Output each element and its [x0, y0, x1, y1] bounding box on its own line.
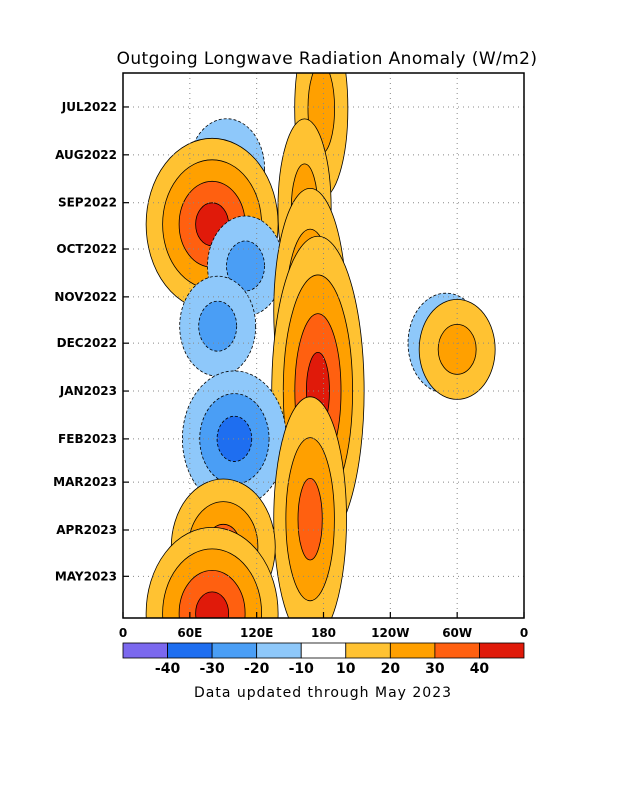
colorbar-swatch [256, 642, 302, 659]
colorbar-swatch [300, 642, 347, 659]
plot-area [123, 73, 524, 618]
y-tick-label: JAN2023 [59, 384, 117, 398]
y-tick-label: DEC2022 [57, 336, 117, 350]
colorbar-swatch [167, 642, 213, 659]
y-tick-label: MAY2023 [55, 569, 117, 583]
x-tick-label: 180 [311, 626, 336, 640]
colorbar-swatch [389, 642, 436, 659]
anomaly-contour [437, 323, 477, 375]
colorbar-label: -10 [289, 661, 315, 677]
anomaly-contour [195, 591, 230, 618]
y-tick-label: MAR2023 [53, 475, 117, 489]
x-tick-label: 0 [520, 626, 528, 640]
x-tick-label: 120E [240, 626, 273, 640]
x-axis: 0 60E 120E 180 120W 60W 0 [119, 612, 528, 640]
colorbar-swatch [434, 642, 480, 659]
colorbar-swatch [211, 642, 258, 659]
anomaly-contour [297, 477, 323, 561]
anomaly-contours [145, 73, 496, 618]
y-tick-label: APR2023 [56, 523, 117, 537]
y-tick-label: FEB2023 [58, 432, 117, 446]
y-tick-label: SEP2022 [58, 196, 117, 210]
x-tick-label: 0 [119, 626, 127, 640]
grid-lines [123, 73, 524, 618]
colorbar-swatch [345, 642, 391, 659]
colorbar-label: -30 [199, 661, 225, 677]
colorbar: -40 -30 -20 -10 10 20 30 40 [122, 642, 525, 677]
anomaly-contour [198, 300, 238, 352]
y-tick-label: AUG2022 [55, 148, 117, 162]
x-tick-label: 60W [442, 626, 472, 640]
y-axis: JUL2022 AUG2022 SEP2022 OCT2022 NOV2022 DEC20… [53, 100, 129, 583]
colorbar-label: -40 [155, 661, 181, 677]
y-tick-label: JUL2022 [61, 100, 117, 114]
colorbar-label: -20 [244, 661, 270, 677]
x-tick-label: 60E [177, 626, 202, 640]
colorbar-label: 20 [381, 661, 401, 677]
colorbar-swatch [479, 642, 525, 659]
chart-title: Outgoing Longwave Radiation Anomaly (W/m… [117, 49, 538, 69]
colorbar-label: 40 [470, 661, 490, 677]
x-tick-label: 120W [371, 626, 409, 640]
anomaly-contour [226, 240, 265, 292]
footer-text: Data updated through May 2023 [194, 685, 452, 701]
y-tick-label: OCT2022 [56, 242, 117, 256]
colorbar-label: 10 [336, 661, 356, 677]
colorbar-label: 30 [425, 661, 445, 677]
y-tick-label: NOV2022 [54, 290, 117, 304]
anomaly-contour [216, 415, 253, 462]
colorbar-swatch [122, 642, 168, 659]
